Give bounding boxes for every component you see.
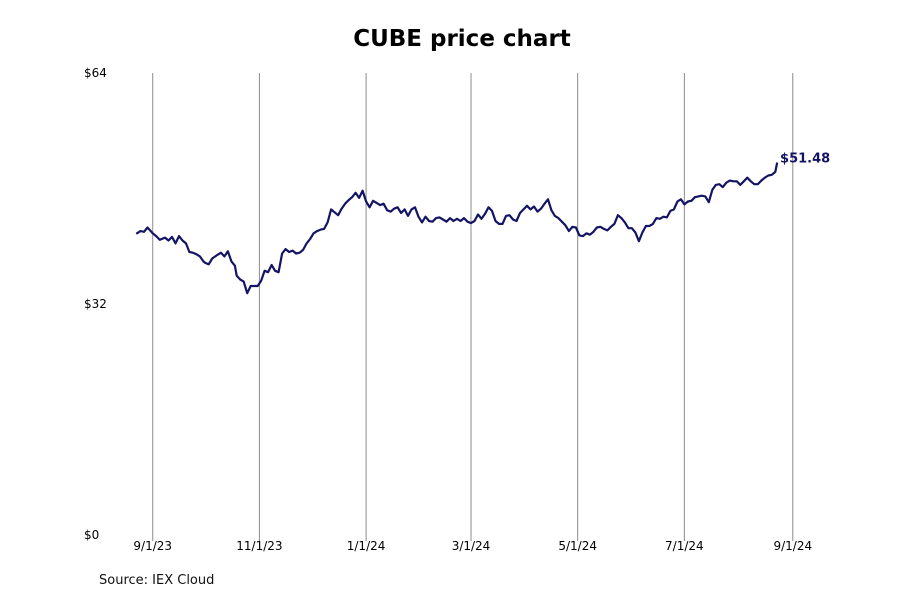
- y-tick-label: $64: [84, 66, 107, 80]
- x-tick-label: 11/1/23: [236, 539, 282, 553]
- price-series-line: [135, 162, 779, 295]
- data-series: [135, 162, 779, 295]
- x-tick-label: 5/1/24: [558, 539, 597, 553]
- data-labels: $51.48: [780, 151, 830, 166]
- y-tick-label: $0: [84, 528, 99, 542]
- source-note: Source: IEX Cloud: [99, 573, 215, 588]
- x-tick-label: 1/1/24: [347, 539, 386, 553]
- y-tick-label: $32: [84, 297, 107, 311]
- chart-title: CUBE price chart: [353, 26, 571, 52]
- x-tick-label: 9/1/23: [133, 539, 172, 553]
- x-tick-label: 3/1/24: [452, 539, 491, 553]
- x-tick-label: 7/1/24: [665, 539, 704, 553]
- axes: 9/1/23 11/1/23 1/1/24 3/1/24 5/1/24 7/1/24 9/1…: [84, 66, 812, 553]
- gridlines: [152, 73, 794, 541]
- last-price-label: $51.48: [780, 151, 830, 166]
- x-tick-label: 9/1/24: [773, 539, 812, 553]
